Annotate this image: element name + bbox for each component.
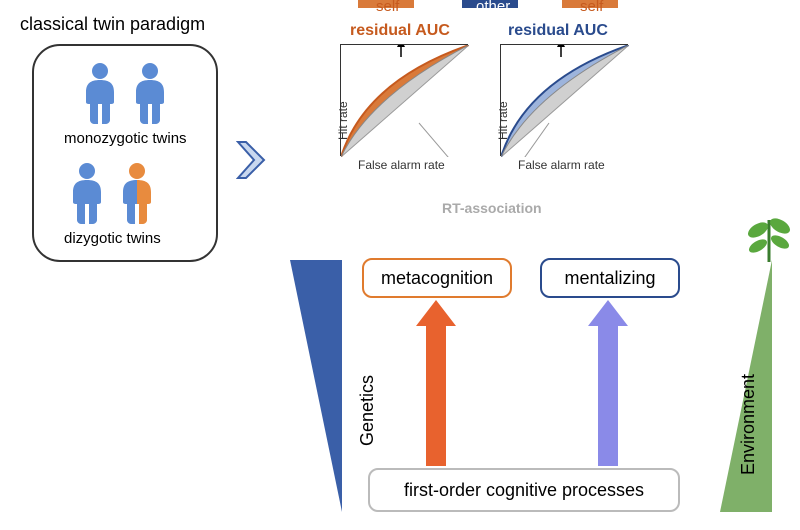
plant-icon (744, 206, 794, 266)
environment-label: Environment (738, 374, 759, 475)
environment-triangle (0, 0, 800, 530)
